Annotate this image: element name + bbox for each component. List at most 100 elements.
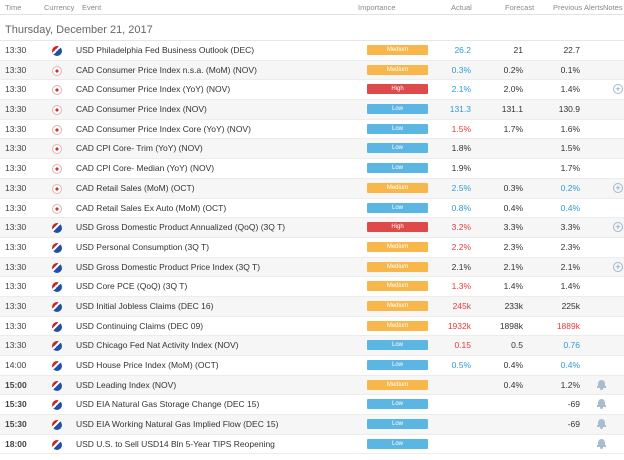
header-previous: Previous	[553, 3, 583, 12]
event-time: 13:30	[5, 202, 27, 213]
event-time: 14:00	[5, 360, 27, 370]
usd-flag-icon	[52, 282, 62, 293]
table-row[interactable]: 13:30 USD Philadelphia Fed Business Outlo…	[0, 41, 624, 61]
usd-flag-icon	[52, 380, 62, 391]
actual-value: 1.3%	[451, 281, 471, 292]
event-name[interactable]: CAD CPI Core- Trim (YoY) (NOV)	[76, 143, 203, 154]
event-name[interactable]: USD Chicago Fed Nat Activity Index (NOV)	[76, 340, 239, 351]
event-name[interactable]: USD Core PCE (QoQ) (3Q T)	[76, 281, 188, 292]
cad-flag-icon	[52, 183, 62, 194]
table-row[interactable]: 13:30 CAD Consumer Price Index (NOV) Low 13…	[0, 100, 624, 120]
cad-flag-icon	[52, 144, 62, 155]
table-row[interactable]: 13:30 CAD CPI Core- Trim (YoY) (NOV) Low 1.…	[0, 139, 624, 160]
add-note-plus-icon[interactable]: +	[613, 84, 623, 95]
event-name[interactable]: USD U.S. to Sell USD14 Bln 5-Year TIPS R…	[76, 438, 275, 449]
event-name[interactable]: USD EIA Natural Gas Storage Change (DEC …	[76, 399, 260, 410]
event-name[interactable]: USD Gross Domestic Product Price Index (…	[76, 261, 261, 272]
forecast-value: 2.0%	[503, 84, 523, 95]
previous-value: 0.4%	[560, 360, 580, 370]
table-row[interactable]: 13:30 USD Initial Jobless Claims (DEC 16)…	[0, 296, 624, 317]
event-name[interactable]: CAD Consumer Price Index n.s.a. (MoM) (N…	[76, 64, 257, 75]
previous-value: 1.2%	[560, 379, 580, 390]
table-row[interactable]: 13:30 CAD Consumer Price Index n.s.a. (Mo…	[0, 60, 624, 81]
actual-value: 1.5%	[451, 123, 471, 134]
event-name[interactable]: USD Personal Consumption (3Q T)	[76, 241, 210, 252]
table-row[interactable]: 13:30 USD Gross Domestic Product Annualiz…	[0, 218, 624, 238]
event-name[interactable]: USD Gross Domestic Product Annualized (Q…	[76, 222, 286, 233]
header-event: Event	[82, 3, 102, 12]
table-row[interactable]: 15:00 USD Leading Index (NOV) Medium 0.4% 1.…	[0, 375, 624, 396]
actual-value: 2.5%	[451, 182, 471, 193]
header-forecast: Forecast	[505, 3, 535, 12]
usd-flag-icon	[52, 361, 62, 371]
event-name[interactable]: USD Initial Jobless Claims (DEC 16)	[76, 300, 214, 311]
importance-badge: Low	[367, 104, 428, 115]
importance-badge: Medium	[367, 281, 428, 292]
cad-flag-icon	[52, 65, 62, 76]
table-row[interactable]: 13:30 USD Gross Domestic Product Price In…	[0, 257, 624, 278]
table-row[interactable]: 13:30 CAD Retail Sales (MoM) (OCT) Medium 2…	[0, 178, 624, 199]
event-time: 15:00	[5, 379, 27, 390]
actual-value: 0.3%	[451, 64, 471, 75]
usd-flag-icon	[52, 262, 62, 273]
previous-value: 1.4%	[560, 84, 580, 95]
add-note-plus-icon[interactable]: +	[613, 222, 623, 233]
add-note-plus-icon[interactable]: +	[613, 261, 623, 272]
usd-flag-icon	[52, 321, 62, 332]
alert-bell-icon[interactable]	[597, 379, 606, 390]
event-name[interactable]: USD Philadelphia Fed Business Outlook (D…	[76, 45, 255, 55]
table-row[interactable]: 13:30 CAD Consumer Price Index Core (YoY)…	[0, 120, 624, 140]
forecast-value: 233k	[504, 300, 523, 311]
forecast-value: 1.7%	[503, 123, 523, 134]
event-name[interactable]: CAD Consumer Price Index (NOV)	[76, 104, 207, 115]
event-name[interactable]: CAD Retail Sales (MoM) (OCT)	[76, 182, 195, 193]
table-row[interactable]: 13:30 USD Chicago Fed Nat Activity Index …	[0, 336, 624, 356]
alert-bell-icon[interactable]	[597, 438, 606, 449]
table-row[interactable]: 13:30 CAD Retail Sales Ex Auto (MoM) (OCT…	[0, 199, 624, 219]
event-time: 15:30	[5, 419, 27, 430]
importance-badge: Medium	[367, 320, 428, 331]
actual-value: 26.2	[454, 45, 471, 55]
event-name[interactable]: CAD Consumer Price Index (YoY) (NOV)	[76, 84, 231, 95]
table-row[interactable]: 15:30 USD EIA Natural Gas Storage Change …	[0, 395, 624, 416]
event-name[interactable]: USD House Price Index (MoM) (OCT)	[76, 360, 219, 370]
previous-value: 3.3%	[560, 222, 580, 233]
table-row[interactable]: 15:30 USD EIA Working Natural Gas Implied…	[0, 415, 624, 435]
importance-badge: Medium	[367, 45, 428, 55]
forecast-value: 0.4%	[503, 360, 523, 370]
table-row[interactable]: 13:30 USD Personal Consumption (3Q T) Medi…	[0, 238, 624, 258]
table-row[interactable]: 18:00 USD U.S. to Sell USD14 Bln 5-Year T…	[0, 435, 624, 455]
event-name[interactable]: USD EIA Working Natural Gas Implied Flow…	[76, 419, 279, 430]
event-name[interactable]: CAD Retail Sales Ex Auto (MoM) (OCT)	[76, 202, 227, 213]
event-time: 13:30	[5, 123, 27, 134]
table-row[interactable]: 13:30 CAD Consumer Price Index (YoY) (NOV…	[0, 80, 624, 101]
forecast-value: 21	[513, 45, 523, 55]
forecast-value: 0.4%	[503, 202, 523, 213]
table-row[interactable]: 13:30 CAD CPI Core- Median (YoY) (NOV) Low…	[0, 159, 624, 179]
importance-badge: Medium	[367, 379, 428, 390]
event-name[interactable]: CAD CPI Core- Median (YoY) (NOV)	[76, 163, 215, 174]
importance-badge: Medium	[367, 241, 428, 252]
event-name[interactable]: CAD Consumer Price Index Core (YoY) (NOV…	[76, 123, 251, 134]
header-currency: Currency	[44, 3, 75, 12]
event-name[interactable]: USD Continuing Claims (DEC 09)	[76, 320, 204, 331]
importance-badge: Medium	[367, 261, 428, 272]
cad-flag-icon	[52, 105, 62, 116]
usd-flag-icon	[52, 223, 62, 234]
alert-bell-icon[interactable]	[597, 419, 606, 430]
date-group-header: Thursday, December 21, 2017	[0, 19, 624, 41]
event-time: 13:30	[5, 84, 27, 95]
forecast-value: 0.4%	[503, 379, 523, 390]
importance-badge: High	[367, 84, 428, 95]
alert-bell-icon[interactable]	[597, 399, 606, 410]
actual-value: 1.8%	[451, 143, 471, 154]
actual-value: 1932k	[447, 320, 471, 331]
previous-value: 130.9	[558, 104, 580, 115]
forecast-value: 0.2%	[503, 64, 523, 75]
previous-value: 1889k	[556, 320, 580, 331]
table-row[interactable]: 13:30 USD Core PCE (QoQ) (3Q T) Medium 1.3%…	[0, 277, 624, 297]
add-note-plus-icon[interactable]: +	[613, 182, 623, 193]
event-name[interactable]: USD Leading Index (NOV)	[76, 379, 177, 390]
table-row[interactable]: 14:00 USD House Price Index (MoM) (OCT) Lo…	[0, 356, 624, 376]
table-row[interactable]: 13:30 USD Continuing Claims (DEC 09) Mediu…	[0, 317, 624, 337]
